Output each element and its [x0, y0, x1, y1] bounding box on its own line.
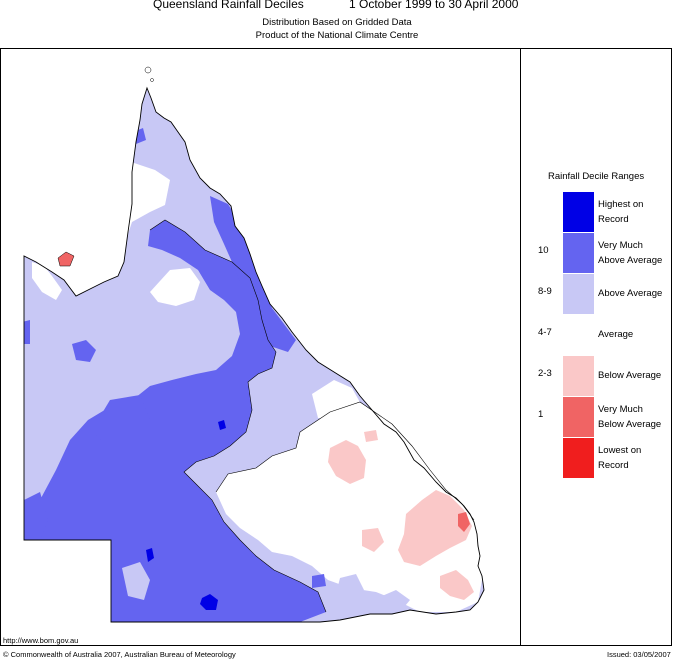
- map-frame: [0, 48, 672, 646]
- very-much-below-average-region-brisbane: [458, 512, 470, 532]
- below-average-region-south-east-coast: [398, 490, 472, 566]
- legend-label-highest-on-record: Highest on Record: [598, 197, 673, 227]
- legend-label-line2: Below Average: [598, 419, 662, 430]
- queensland-border: [23, 86, 485, 623]
- legend-label-line2: Record: [598, 214, 629, 225]
- torres-strait-islet: [150, 78, 154, 82]
- queensland-decile-map: [23, 66, 485, 623]
- very-much-above-average-region-west: [92, 395, 150, 445]
- contour-lines: [149, 219, 475, 613]
- legend-label-line2: Above Average: [598, 255, 663, 266]
- legend-swatch-above-average: [563, 274, 594, 314]
- below-average-region-inland: [328, 440, 366, 484]
- legend-label-line2: Record: [598, 460, 629, 471]
- legend-label-line1: Average: [598, 329, 634, 340]
- legend-label-very-much-above-average: Very Much Above Average: [598, 238, 673, 268]
- legend-label-line1: Very Much: [598, 240, 643, 251]
- very-much-above-average-region-gulf-patch: [72, 340, 96, 362]
- legend-divider: [520, 48, 521, 646]
- above-average-region-south-inland: [122, 562, 150, 600]
- map-subtitle-product: Product of the National Climate Centre: [255, 30, 419, 41]
- map-title-line: Queensland Rainfall Deciles 1 October 19…: [0, 0, 674, 13]
- legend-range-very-much-below-average: 1: [538, 409, 544, 420]
- legend-range-below-average: 2-3: [538, 368, 552, 379]
- legend-label-above-average: Above Average: [598, 286, 673, 301]
- legend-swatch-very-much-above-average: [563, 233, 594, 273]
- contour-very-much-above: [149, 219, 327, 613]
- torres-strait-island: [144, 66, 152, 74]
- very-much-above-average-region-south-patch: [312, 574, 326, 588]
- above-average-region-central: [260, 380, 282, 436]
- very-much-below-average-island: [57, 251, 75, 267]
- legend-label-very-much-below-average: Very Much Below Average: [598, 402, 673, 432]
- highest-on-record-region-south: [200, 594, 218, 610]
- legend-swatch-very-much-below-average: [563, 397, 594, 437]
- very-much-above-average-region-border-patch: [24, 320, 30, 344]
- below-average-region-border-patch: [440, 570, 474, 600]
- average-region-gulf-inland: [150, 268, 200, 306]
- legend-label-line1: Lowest on: [598, 445, 642, 456]
- highest-on-record-region-central: [218, 420, 226, 430]
- very-much-above-average-region-east-coast: [210, 196, 296, 352]
- map-period: 1 October 1999 to 30 April 2000: [349, 0, 519, 11]
- map-subtitle-distribution: Distribution Based on Gridded Data: [262, 17, 412, 28]
- legend-title: Rainfall Decile Ranges: [548, 171, 645, 182]
- legend-swatch-average: [563, 315, 594, 355]
- legend-label-lowest-on-record: Lowest on Record: [598, 443, 673, 473]
- legend-label-below-average: Below Average: [598, 368, 673, 383]
- legend-swatch-highest-on-record: [563, 192, 594, 232]
- highest-on-record-region-west: [146, 548, 154, 562]
- legend-range-above-average: 8-9: [538, 286, 552, 297]
- map-title: Queensland Rainfall Deciles: [153, 0, 304, 11]
- footer-issued: Issued: 03/05/2007: [607, 650, 671, 659]
- contour-average-west: [215, 431, 301, 493]
- legend-range-average: 4-7: [538, 327, 552, 338]
- legend-range-very-much-above-average: 10: [538, 245, 549, 256]
- below-average-region-south-patch: [362, 528, 384, 552]
- contour-average-east: [299, 401, 475, 521]
- legend-swatch-below-average: [563, 356, 594, 396]
- very-much-above-average-region-southwest: [24, 492, 48, 540]
- legend-label-average: Average: [598, 327, 673, 342]
- legend-label-line1: Below Average: [598, 370, 662, 381]
- above-average-region-south-east-patch: [336, 574, 364, 600]
- decile-fill-layers: [24, 88, 484, 622]
- legend-label-line1: Above Average: [598, 288, 663, 299]
- average-region-central-coast: [312, 380, 362, 418]
- legend-swatch-lowest-on-record: [563, 438, 594, 478]
- average-region-gulf-coast: [32, 262, 62, 300]
- legend-label-line1: Highest on: [598, 199, 644, 210]
- footer-copyright: © Commonwealth of Australia 2007, Austra…: [3, 650, 236, 659]
- footer-url[interactable]: http://www.bom.gov.au: [3, 636, 79, 645]
- below-average-region-coast-patch: [364, 430, 378, 442]
- highest-on-record-regions: [146, 420, 226, 610]
- above-average-region-border-patch: [382, 590, 410, 612]
- legend-label-line1: Very Much: [598, 404, 643, 415]
